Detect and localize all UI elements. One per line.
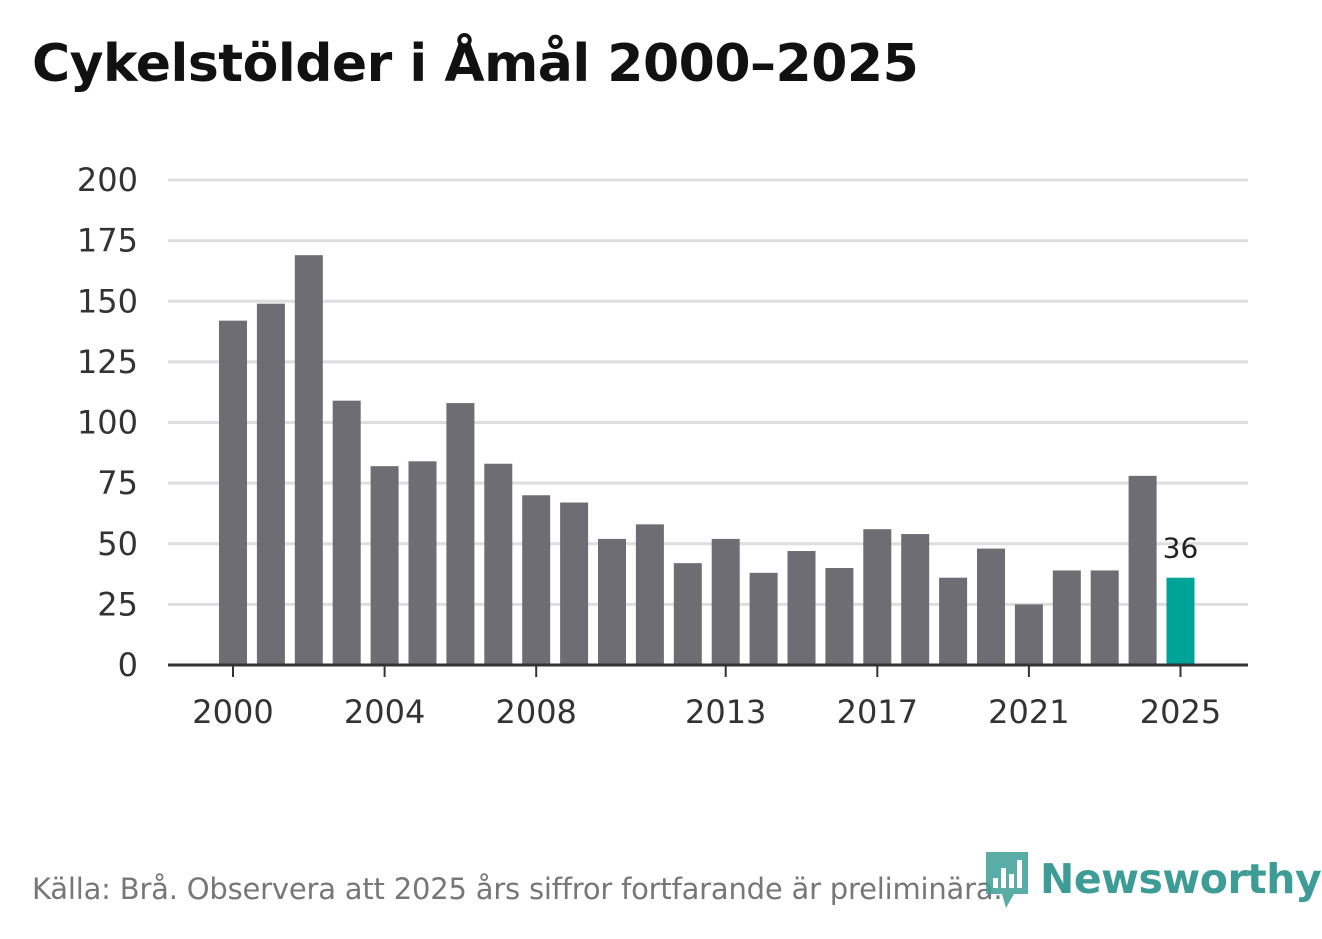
bar-2021 [1014, 604, 1043, 665]
source-note: Källa: Brå. Observera att 2025 års siffr… [32, 872, 1003, 906]
bar-2000 [219, 320, 247, 665]
bar-2003 [332, 400, 361, 665]
bar-2015 [787, 551, 816, 665]
x-tick-label: 2004 [344, 693, 425, 731]
x-tick-label: 2013 [685, 693, 766, 731]
chart-title: Cykelstölder i Åmål 2000–2025 [32, 34, 919, 94]
bar-2012 [673, 563, 702, 665]
bar-2001 [256, 303, 285, 665]
y-tick-label: 125 [77, 343, 138, 381]
newsworthy-logo: Newsworthy [982, 848, 1322, 910]
y-tick-label: 175 [77, 222, 138, 260]
x-tick-label: 2017 [837, 693, 918, 731]
bar-2013 [711, 538, 740, 665]
bar-2008 [522, 495, 551, 665]
bar-2025 [1166, 577, 1195, 665]
bar-2009 [560, 502, 589, 665]
x-tick-label: 2008 [495, 693, 576, 731]
y-tick-label: 100 [77, 404, 138, 442]
x-tick-label: 2025 [1140, 693, 1221, 731]
bar-2002 [294, 255, 323, 666]
bar-2017 [863, 529, 892, 665]
bar-2010 [598, 538, 626, 665]
y-axis-ticks: 0 25 50 75 100 125 150 175 200 [77, 161, 138, 684]
x-tick-label: 2021 [988, 693, 1069, 731]
bar-2020 [977, 548, 1005, 665]
bar-2023 [1090, 570, 1119, 665]
y-tick-label: 50 [97, 525, 138, 563]
gridlines [168, 178, 1248, 606]
y-tick-label: 150 [77, 282, 138, 320]
bar-2005 [408, 461, 437, 665]
bar-2019 [939, 577, 968, 665]
bar-2016 [825, 568, 854, 665]
y-tick-label: 200 [77, 161, 138, 199]
bar-2024 [1128, 475, 1157, 665]
bar-2022 [1052, 570, 1081, 665]
x-tick-label: 2000 [192, 693, 273, 731]
bar-2006 [446, 403, 475, 665]
bars [219, 255, 1195, 666]
newsworthy-bar-chart-icon [986, 852, 1028, 908]
bar-2007 [484, 463, 513, 665]
bar-2004 [370, 466, 399, 665]
bar-2011 [635, 524, 664, 665]
bar-2014 [749, 572, 778, 665]
x-axis-ticks: 2000 2004 2008 2013 2017 2021 2025 [192, 665, 1221, 731]
data-labels: 36 [1163, 532, 1199, 565]
bar-2018 [901, 534, 930, 665]
y-tick-label: 75 [97, 464, 138, 502]
data-label-2025: 36 [1163, 532, 1199, 565]
brand-name: Newsworthy [1040, 855, 1322, 903]
y-tick-label: 0 [118, 646, 138, 684]
y-tick-label: 25 [97, 585, 138, 623]
